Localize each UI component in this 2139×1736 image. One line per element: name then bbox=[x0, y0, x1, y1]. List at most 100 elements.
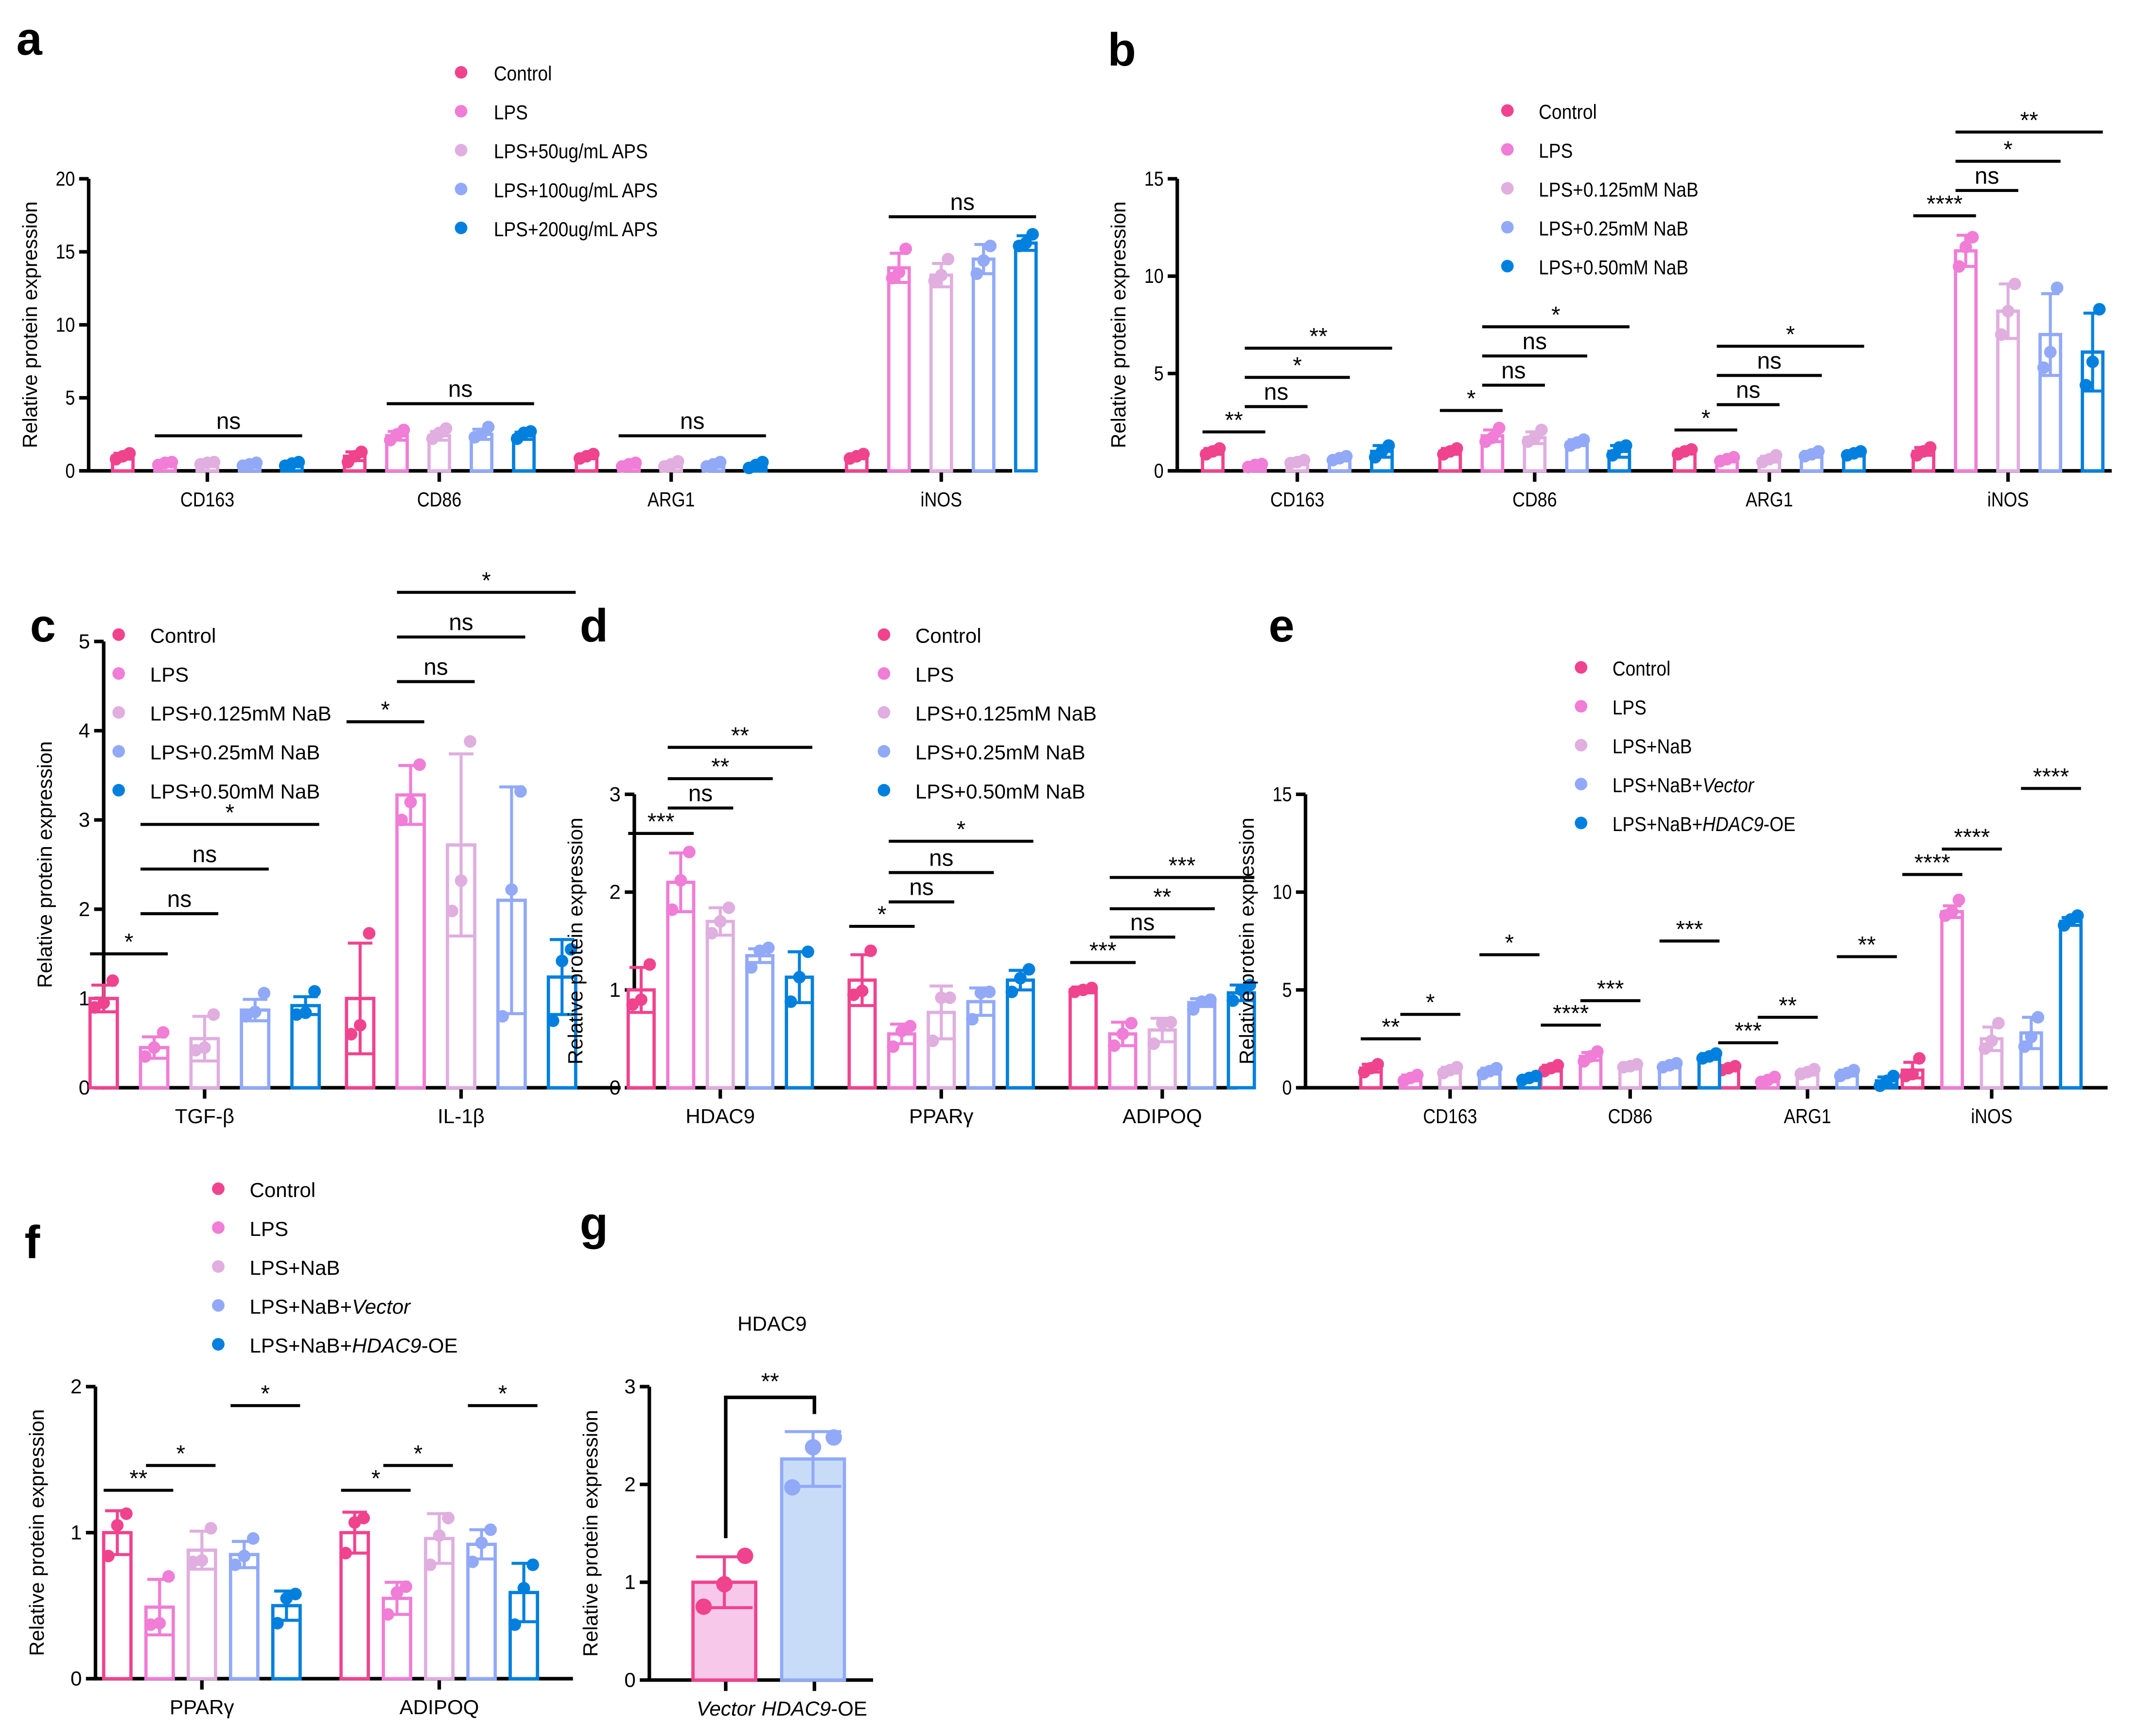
data-point bbox=[148, 1041, 160, 1054]
data-point bbox=[1492, 421, 1506, 434]
data-point bbox=[484, 1523, 497, 1536]
significance-label: ns bbox=[950, 190, 975, 215]
x-tick-label: iNOS bbox=[1987, 488, 2029, 511]
data-point bbox=[357, 1511, 370, 1525]
data-point bbox=[705, 927, 718, 940]
data-point bbox=[524, 425, 537, 438]
data-point bbox=[805, 1439, 822, 1456]
data-point bbox=[1710, 1047, 1722, 1060]
significance-label: * bbox=[1551, 302, 1560, 328]
data-point bbox=[564, 943, 578, 956]
data-point bbox=[1631, 1058, 1644, 1071]
significance-label: ns bbox=[929, 845, 953, 871]
significance-label: * bbox=[482, 568, 491, 593]
x-tick-label: PPARγ bbox=[170, 1696, 234, 1719]
data-point bbox=[400, 1580, 413, 1593]
y-tick-label: 3 bbox=[624, 1375, 635, 1398]
legend-marker bbox=[877, 745, 891, 758]
data-point bbox=[1187, 1003, 1200, 1016]
legend-label: LPS+0.125mM NaB bbox=[915, 702, 1097, 725]
significance-label: ** bbox=[731, 723, 749, 748]
legend-marker bbox=[877, 628, 891, 641]
data-point bbox=[2001, 305, 2015, 318]
data-point bbox=[722, 901, 736, 914]
data-point bbox=[139, 1050, 152, 1063]
data-point bbox=[736, 1547, 754, 1564]
significance-label: * bbox=[1426, 990, 1435, 1016]
legend-label: LPS bbox=[1613, 696, 1647, 719]
significance-label: ns bbox=[1736, 378, 1760, 403]
data-point bbox=[1371, 1058, 1384, 1071]
significance-label: * bbox=[1505, 930, 1514, 956]
panel-d: d 0 1 2 3 Relative protein expression HDAC9 PPA… bbox=[564, 600, 1257, 1128]
data-point bbox=[556, 955, 569, 968]
data-point bbox=[977, 254, 990, 267]
data-point bbox=[1727, 451, 1740, 464]
data-point bbox=[1913, 1052, 1926, 1065]
significance-label: ns bbox=[449, 610, 473, 636]
data-point bbox=[1125, 1017, 1138, 1030]
significance-bracket bbox=[724, 1395, 816, 1539]
data-point bbox=[1085, 981, 1098, 994]
legend-label: LPS bbox=[150, 663, 189, 686]
legend-marker bbox=[455, 66, 468, 79]
data-point bbox=[856, 984, 869, 997]
x-tick-label: ARG1 bbox=[1746, 488, 1793, 511]
panel-a: a 0 5 10 15 20 Relative protein expression CD16… bbox=[17, 13, 1039, 511]
x-tick-label: HDAC9 bbox=[685, 1105, 755, 1128]
data-point bbox=[546, 1014, 560, 1027]
data-point bbox=[207, 1008, 220, 1021]
data-point bbox=[887, 1040, 900, 1053]
data-point bbox=[825, 1429, 842, 1446]
panel-letter: c bbox=[30, 600, 56, 652]
data-point bbox=[1450, 1060, 1463, 1074]
data-point bbox=[2018, 1040, 2031, 1053]
data-point bbox=[683, 846, 696, 859]
legend-marker bbox=[1501, 143, 1514, 156]
data-point bbox=[1952, 260, 1965, 273]
data-point bbox=[793, 971, 806, 984]
significance-label: ** bbox=[761, 1369, 779, 1394]
data-point bbox=[1026, 228, 1039, 241]
panel-e: e 0 5 10 15 Relative protein expression CD163 C… bbox=[1235, 600, 2108, 1128]
legend-marker bbox=[1501, 104, 1514, 117]
significance-label: *** bbox=[1597, 976, 1624, 1002]
x-tick-label: CD86 bbox=[1608, 1105, 1652, 1128]
data-point bbox=[1297, 453, 1311, 467]
data-point bbox=[339, 1546, 352, 1560]
bar bbox=[1954, 249, 1978, 473]
legend-label: LPS+0.125mM NaB bbox=[150, 702, 332, 725]
data-point bbox=[1340, 450, 1353, 463]
bar bbox=[780, 1457, 846, 1682]
legend-label: LPS+0.25mM NaB bbox=[1539, 217, 1688, 240]
data-point bbox=[674, 874, 687, 887]
significance-label: ns bbox=[1501, 358, 1525, 383]
significance-label: * bbox=[1293, 353, 1302, 379]
x-tick-label: iNOS bbox=[921, 488, 962, 511]
y-tick-label: 5 bbox=[65, 387, 75, 409]
data-point bbox=[857, 448, 870, 461]
legend-label: LPS+50ug/mL APS bbox=[494, 140, 648, 163]
x-tick-label: CD86 bbox=[1512, 488, 1557, 511]
data-point bbox=[353, 1019, 367, 1032]
data-point bbox=[1535, 423, 1548, 436]
legend-label: Control bbox=[1613, 658, 1670, 680]
significance-label: ** bbox=[2020, 107, 2038, 133]
data-point bbox=[2071, 909, 2084, 922]
data-point bbox=[195, 1554, 209, 1567]
data-point bbox=[1486, 431, 1499, 444]
data-point bbox=[496, 1010, 509, 1023]
data-point bbox=[165, 455, 178, 469]
data-point bbox=[363, 927, 376, 940]
data-point bbox=[935, 269, 948, 282]
significance-label: * bbox=[498, 1381, 508, 1407]
legend-label: LPS+NaB bbox=[250, 1256, 340, 1279]
panel-letter: d bbox=[580, 600, 608, 652]
data-point bbox=[106, 974, 119, 987]
panel-g: g HDAC9 0 1 2 3 Relative protein expression Vec… bbox=[579, 1198, 873, 1720]
data-point bbox=[413, 758, 426, 771]
data-point bbox=[1812, 445, 1825, 458]
data-point bbox=[2086, 355, 2099, 368]
data-point bbox=[1924, 441, 1937, 454]
data-point bbox=[204, 1522, 217, 1535]
